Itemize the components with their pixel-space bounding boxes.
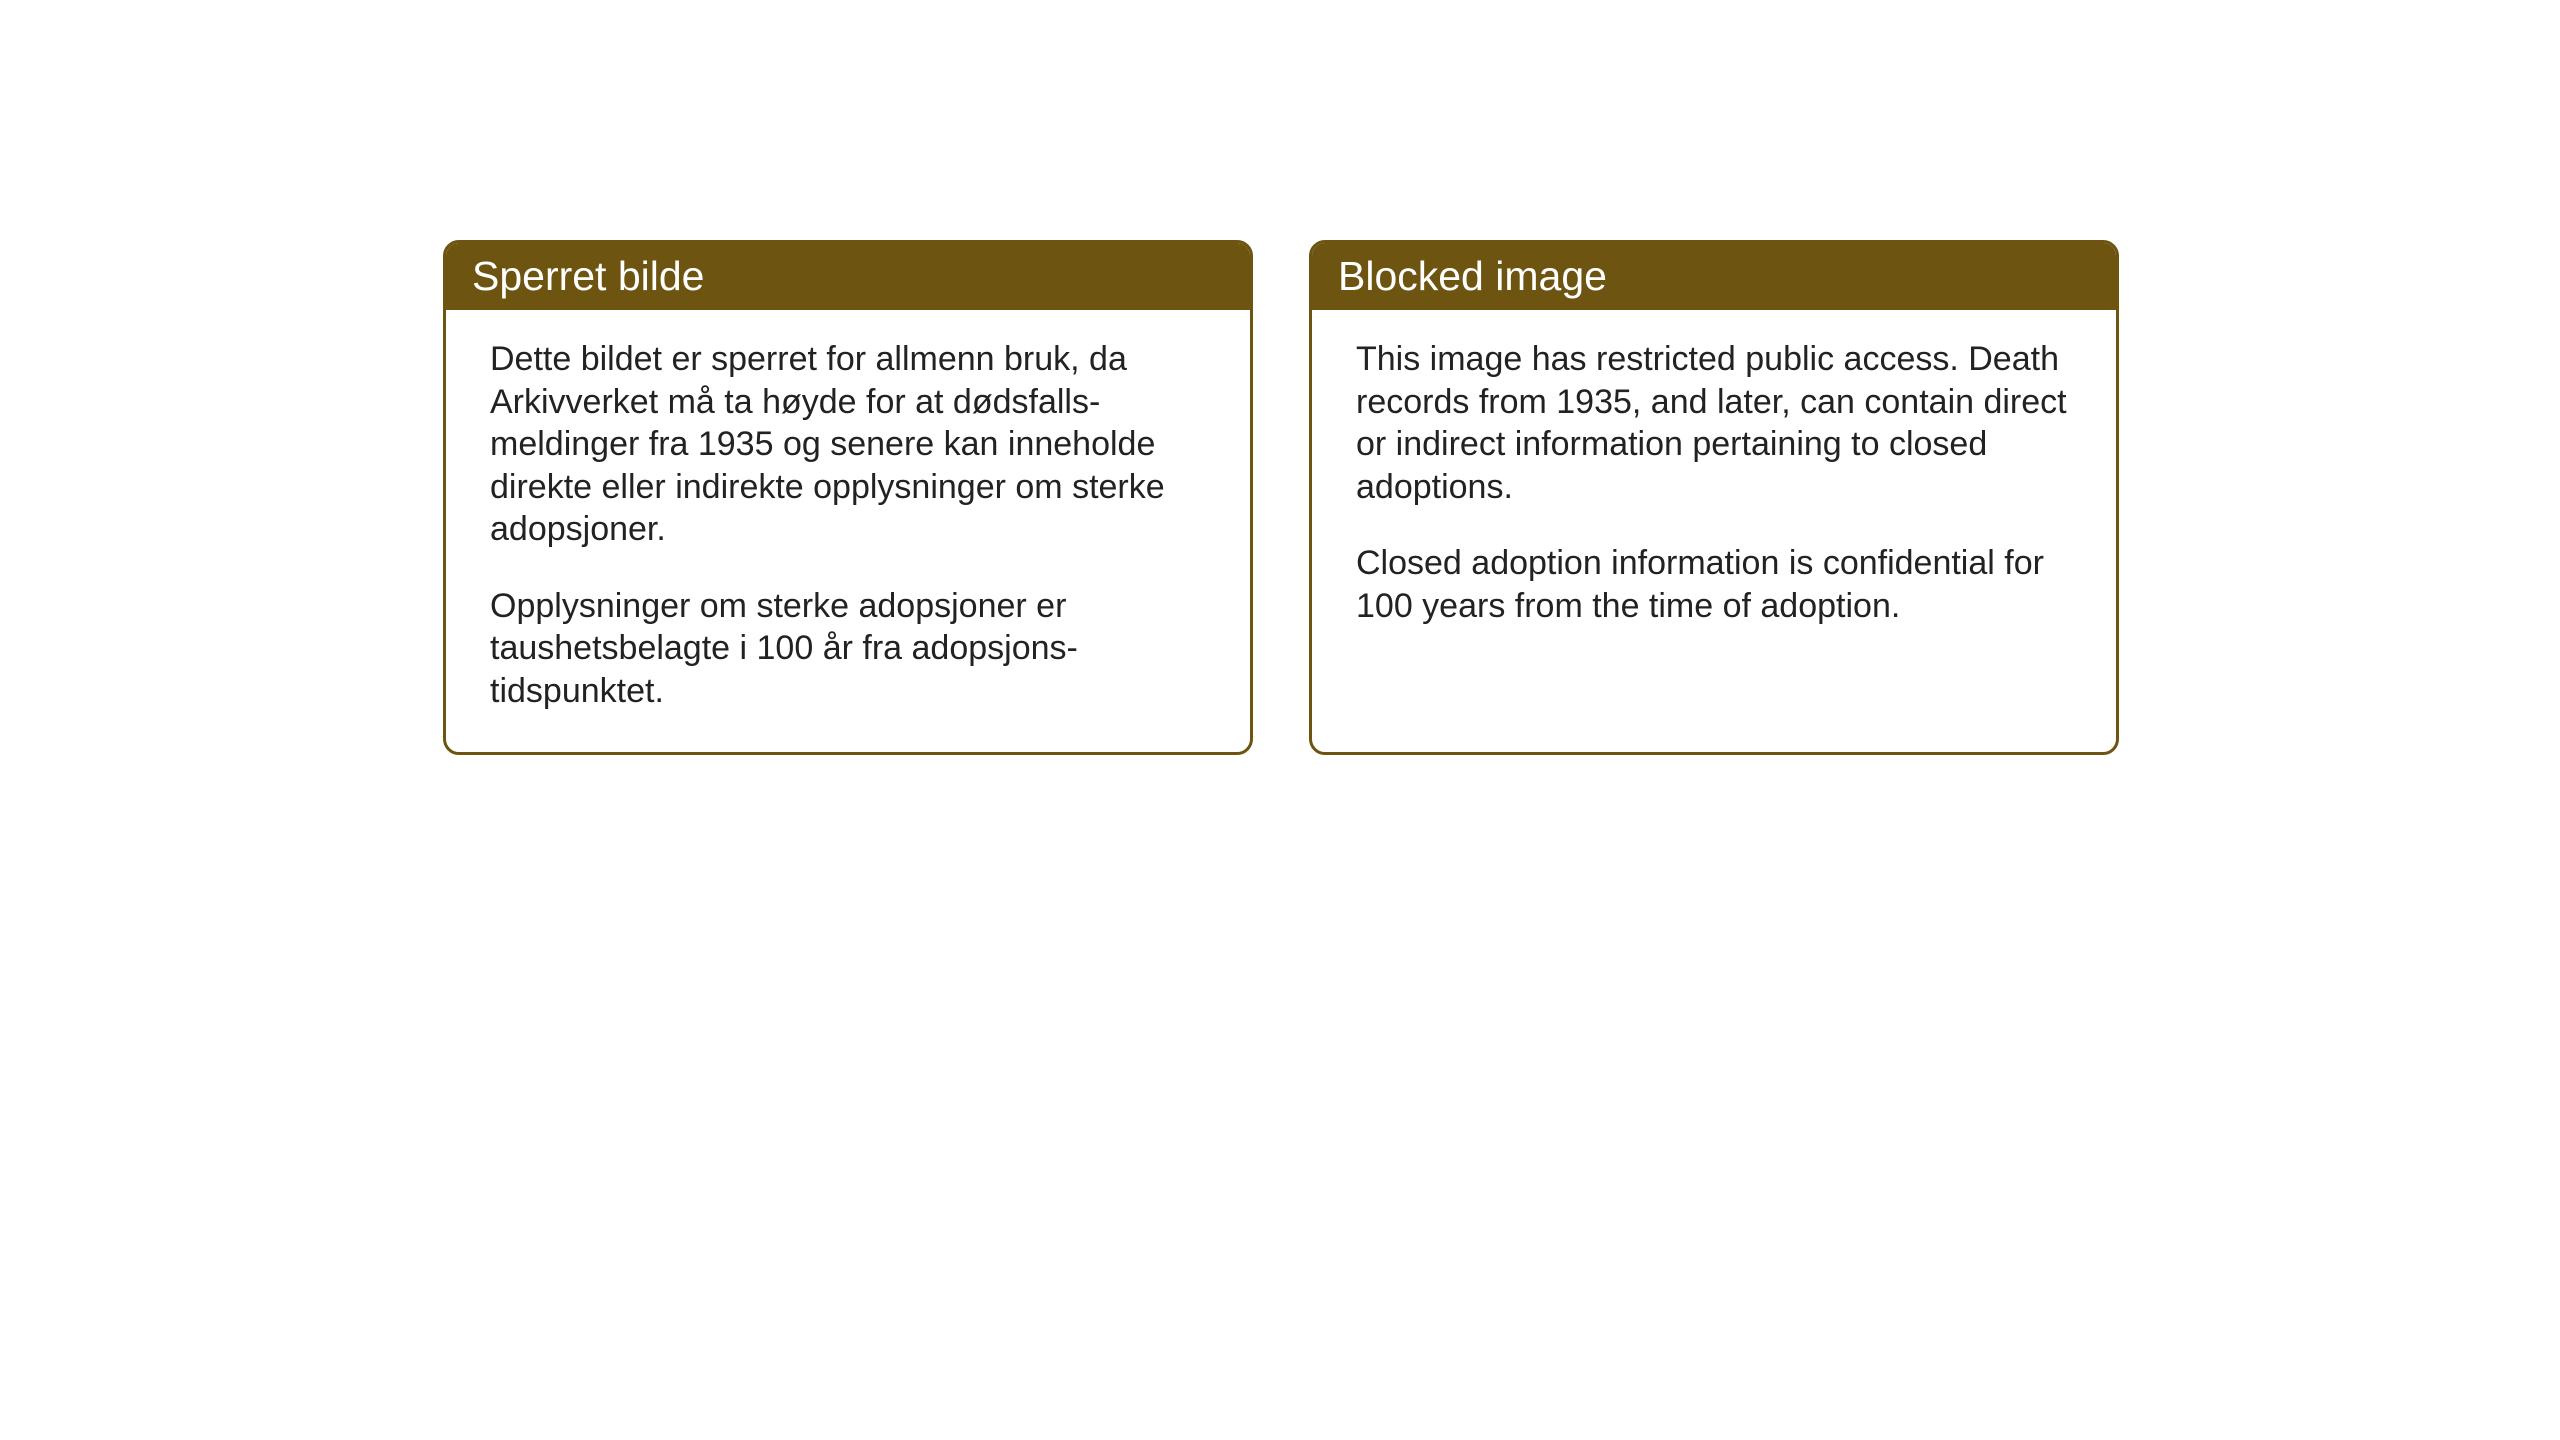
card-header-english: Blocked image	[1312, 243, 2116, 310]
card-body-english: This image has restricted public access.…	[1312, 310, 2116, 730]
paragraph-norwegian-2: Opplysninger om sterke adopsjoner er tau…	[490, 585, 1206, 713]
paragraph-norwegian-1: Dette bildet er sperret for allmenn bruk…	[490, 338, 1206, 551]
notice-card-norwegian: Sperret bilde Dette bildet er sperret fo…	[443, 240, 1253, 755]
card-header-norwegian: Sperret bilde	[446, 243, 1250, 310]
notice-card-english: Blocked image This image has restricted …	[1309, 240, 2119, 755]
notice-container: Sperret bilde Dette bildet er sperret fo…	[443, 240, 2119, 755]
paragraph-english-1: This image has restricted public access.…	[1356, 338, 2072, 508]
paragraph-english-2: Closed adoption information is confident…	[1356, 542, 2072, 627]
card-body-norwegian: Dette bildet er sperret for allmenn bruk…	[446, 310, 1250, 752]
